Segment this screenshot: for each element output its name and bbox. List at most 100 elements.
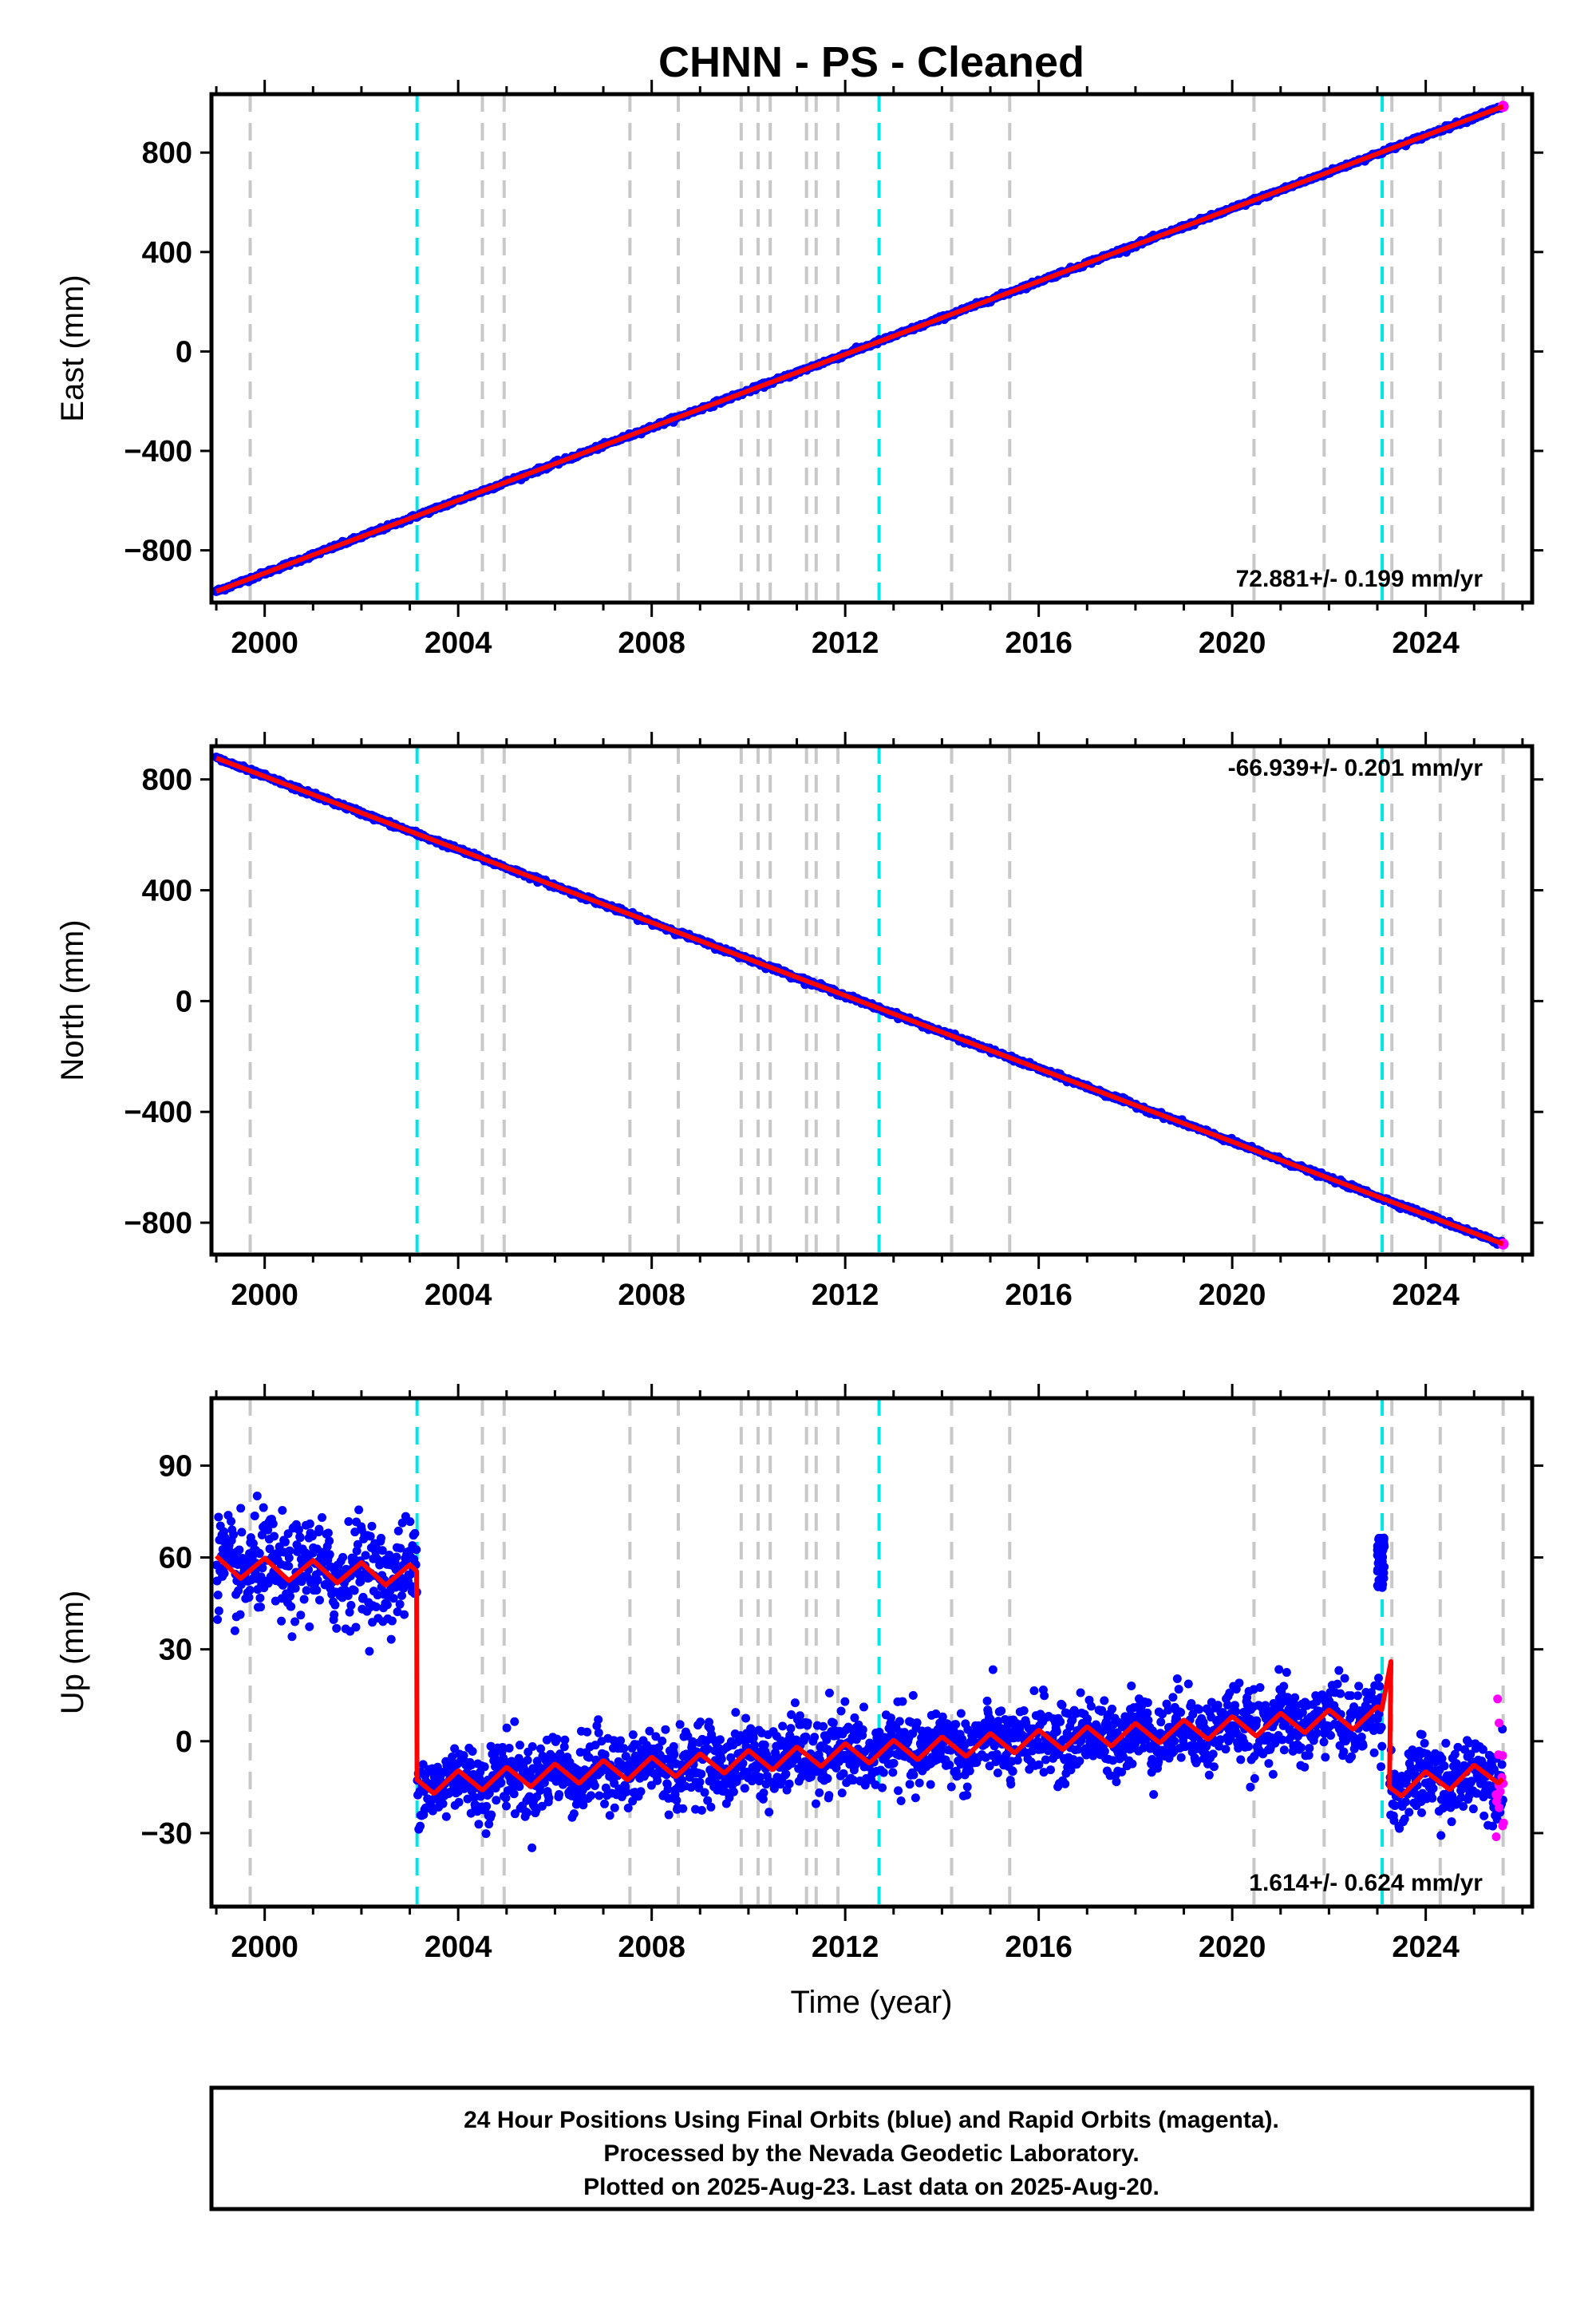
data-point (651, 1732, 661, 1741)
data-point (850, 1713, 859, 1722)
data-point (896, 1796, 906, 1805)
data-point (257, 1530, 267, 1539)
data-point (931, 1709, 941, 1719)
data-point (1041, 1755, 1050, 1765)
data-point (600, 1799, 610, 1808)
data-point (509, 1789, 519, 1799)
data-point (591, 1741, 600, 1750)
data-point (871, 1780, 880, 1789)
data-point (302, 1586, 311, 1595)
data-point (840, 1697, 850, 1706)
data-point (703, 1745, 713, 1754)
data-point (296, 1611, 306, 1620)
data-point (416, 1821, 425, 1831)
x-tick-label: 2012 (812, 626, 879, 660)
data-point (400, 1610, 409, 1619)
up-data-points (211, 1492, 1508, 1852)
data-point (823, 1774, 832, 1784)
data-point (405, 1517, 415, 1527)
data-point (583, 1727, 592, 1737)
data-point (905, 1780, 915, 1789)
data-point (836, 1706, 846, 1716)
data-point (584, 1753, 594, 1762)
data-point (338, 1552, 348, 1562)
data-point (312, 1585, 322, 1595)
data-point (741, 1713, 751, 1723)
y-tick-label: −400 (124, 1096, 192, 1129)
data-point (810, 1733, 820, 1742)
data-point (697, 1805, 706, 1815)
data-point (956, 1709, 966, 1718)
data-point (539, 1778, 549, 1788)
data-point (371, 1603, 381, 1612)
data-point (214, 1606, 223, 1615)
data-point (258, 1563, 267, 1573)
data-point (982, 1696, 992, 1705)
data-point (828, 1718, 838, 1728)
data-point (803, 1718, 812, 1728)
data-point (377, 1546, 387, 1555)
data-point (353, 1539, 362, 1549)
data-point (544, 1793, 554, 1803)
data-point (886, 1713, 895, 1723)
data-point (696, 1717, 705, 1727)
data-point (1068, 1715, 1077, 1725)
data-point (697, 1769, 706, 1779)
data-point (474, 1820, 484, 1829)
data-point (395, 1599, 405, 1609)
data-point (801, 1732, 811, 1741)
data-point (994, 1717, 1003, 1726)
data-point (487, 1810, 496, 1820)
x-tick-label: 2016 (1005, 1279, 1073, 1312)
x-tick-label: 2004 (425, 626, 492, 660)
data-point (498, 1743, 508, 1753)
data-point (527, 1843, 537, 1852)
data-point (946, 1782, 956, 1792)
data-point (658, 1737, 667, 1746)
data-point (670, 1749, 679, 1759)
data-point (569, 1809, 579, 1819)
y-tick-label: 0 (176, 335, 192, 369)
data-point (244, 1592, 254, 1602)
data-point (441, 1812, 451, 1821)
data-point (1075, 1757, 1084, 1766)
data-point (740, 1784, 749, 1793)
data-point (515, 1782, 524, 1792)
data-point (705, 1717, 714, 1727)
data-point (717, 1754, 726, 1764)
data-point (1034, 1760, 1044, 1769)
data-point (965, 1766, 974, 1776)
data-point (819, 1721, 828, 1731)
data-point (1013, 1756, 1022, 1765)
data-point (1006, 1780, 1016, 1789)
data-point (848, 1776, 858, 1785)
data-point (285, 1546, 294, 1555)
data-point (287, 1632, 297, 1642)
x-tick-label: 2020 (1199, 626, 1266, 660)
data-point (307, 1531, 317, 1541)
east-frame (209, 92, 1535, 605)
data-point (993, 1768, 1002, 1777)
data-point (1029, 1686, 1039, 1695)
y-tick-label: −800 (124, 535, 192, 568)
y-tick-label: 0 (176, 985, 192, 1018)
data-point (502, 1723, 512, 1733)
data-point (824, 1688, 834, 1697)
data-point (616, 1736, 626, 1745)
data-point (278, 1506, 287, 1516)
data-point (1052, 1727, 1061, 1737)
data-point (350, 1528, 360, 1537)
data-point (1039, 1768, 1049, 1777)
data-point (418, 1760, 428, 1769)
data-point (837, 1788, 847, 1798)
data-point (294, 1525, 303, 1535)
data-point (664, 1810, 674, 1820)
data-point (330, 1600, 340, 1610)
data-point (255, 1549, 264, 1559)
x-tick-label: 2020 (1199, 1279, 1266, 1312)
data-point (318, 1513, 327, 1523)
data-point (988, 1665, 998, 1674)
data-point (295, 1533, 305, 1543)
data-point (601, 1783, 610, 1792)
data-point (237, 1528, 247, 1537)
